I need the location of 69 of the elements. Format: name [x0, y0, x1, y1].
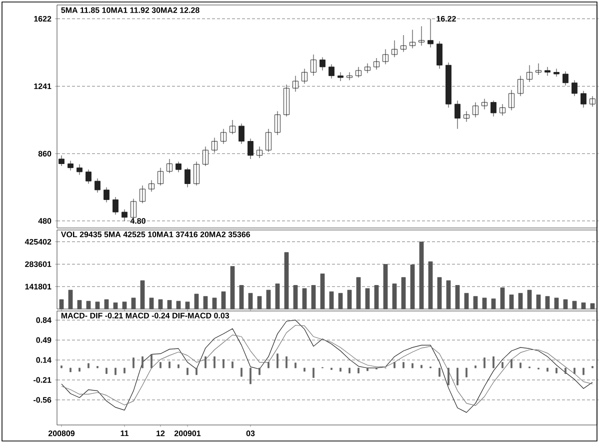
bar: [248, 292, 253, 310]
annotation: 4.80: [130, 218, 146, 224]
bar: [509, 294, 514, 310]
bar: [212, 298, 217, 310]
bar: [338, 292, 343, 310]
annotation: VOL 29435 5MA 42525 10MA1 37416 20MA2 35366: [60, 232, 250, 238]
bar: [86, 300, 91, 310]
bar: [518, 292, 523, 310]
y-tick-label: -0.21: [34, 377, 52, 383]
annotation: MACD- DIF -0.21 MACD -0.24 DIF-MACD 0.03: [61, 312, 230, 318]
y-tick-label: 425402: [24, 238, 52, 245]
bar: [59, 299, 64, 310]
bar: [545, 296, 550, 310]
x-tick-label: 11: [120, 430, 129, 436]
candlestick: [320, 56, 326, 71]
bar: [167, 300, 172, 310]
bar: [194, 294, 199, 310]
bar: [581, 302, 586, 310]
y-tick-label: 860: [38, 150, 52, 156]
bar: [482, 298, 487, 310]
bar: [347, 290, 352, 310]
bar: [464, 292, 469, 310]
bar: [122, 302, 127, 310]
y-tick-label: 1241: [34, 83, 52, 90]
bar: [95, 302, 100, 310]
bar: [77, 300, 82, 310]
bar: [257, 296, 262, 310]
y-tick-label: 0.49: [36, 337, 52, 343]
x-tick-label: 200809: [48, 430, 75, 436]
bar: [131, 298, 136, 310]
x-tick-label: 03: [246, 430, 255, 436]
bar: [473, 296, 478, 310]
bar: [176, 300, 181, 310]
annotation: 16.22: [436, 16, 456, 22]
bar: [68, 290, 73, 310]
candlestick: [364, 63, 370, 74]
candlestick: [346, 72, 352, 80]
bar: [185, 302, 190, 310]
y-tick-label: 1622: [34, 16, 52, 22]
y-tick-label: 480: [38, 218, 52, 224]
x-tick-label: 12: [156, 430, 165, 436]
bar: [113, 302, 118, 310]
bar: [491, 298, 496, 310]
bar: [329, 291, 334, 310]
y-tick-label: 0.84: [36, 317, 52, 323]
candlestick: [338, 72, 344, 82]
bar: [527, 290, 532, 310]
bar: [563, 299, 568, 310]
bar: [221, 291, 226, 310]
bar: [203, 296, 208, 310]
candlestick: [536, 63, 542, 76]
candlestick: [554, 68, 560, 77]
bar: [104, 299, 109, 310]
bar: [572, 300, 577, 310]
y-tick-label: -0.56: [34, 397, 52, 403]
candlestick: [544, 66, 550, 76]
bar: [149, 298, 154, 310]
candlestick: [418, 26, 424, 46]
bar: [590, 303, 595, 310]
y-tick-label: 0.14: [36, 357, 52, 363]
bar: [554, 298, 559, 310]
candlestick: [382, 48, 388, 65]
bar: [158, 299, 163, 310]
annotation: 5MA 11.85 10MA1 11.92 30MA2 12.28: [61, 7, 200, 13]
bar: [536, 294, 541, 310]
x-tick-label: 200901: [174, 430, 201, 436]
y-tick-label: 141801: [25, 284, 52, 290]
bar: [266, 290, 271, 310]
y-tick-label: 283601: [25, 261, 52, 268]
